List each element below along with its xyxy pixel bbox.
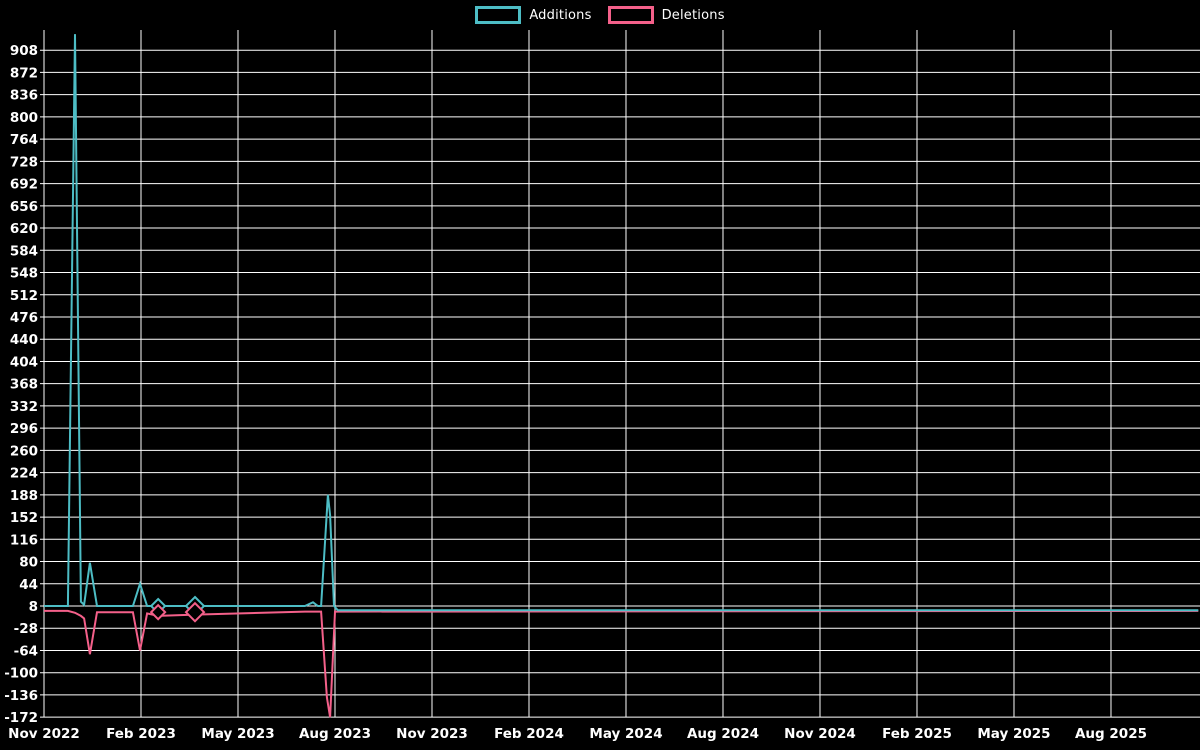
- x-tick-label: Feb 2023: [106, 726, 176, 742]
- y-tick-label: 728: [10, 154, 38, 170]
- y-tick-label: 116: [10, 532, 38, 548]
- y-tick-label: 512: [10, 288, 38, 304]
- y-tick-label: 224: [10, 466, 38, 482]
- additions-line: [44, 34, 1199, 612]
- y-tick-label: 296: [10, 421, 38, 437]
- legend-item-deletions[interactable]: Deletions: [607, 6, 725, 24]
- y-tick-label: 836: [10, 88, 38, 104]
- y-tick-label: 440: [10, 332, 38, 348]
- y-tick-label: -64: [14, 643, 38, 659]
- y-tick-label: 8: [29, 599, 38, 615]
- y-tick-label: 152: [10, 510, 38, 526]
- y-tick-label: 800: [10, 110, 38, 126]
- legend-item-additions[interactable]: Additions: [475, 6, 591, 24]
- x-tick-label: Feb 2024: [494, 726, 564, 742]
- x-tick-label: Aug 2024: [687, 726, 759, 742]
- y-tick-label: 476: [10, 310, 38, 326]
- deletions-point-marker: [149, 603, 167, 621]
- x-tick-label: Aug 2023: [299, 726, 371, 742]
- y-tick-label: 404: [10, 354, 38, 370]
- x-tick-label: Aug 2025: [1075, 726, 1147, 742]
- deletions-line: [44, 609, 1199, 718]
- y-tick-label: 764: [10, 132, 38, 148]
- deletions-swatch-icon: [607, 6, 654, 24]
- y-tick-label: -100: [4, 666, 38, 682]
- y-tick-label: 620: [10, 221, 38, 237]
- deletions-point-marker: [184, 601, 206, 623]
- x-tick-label: Feb 2025: [882, 726, 952, 742]
- y-tick-label: 548: [10, 266, 38, 282]
- y-tick-label: -172: [4, 710, 38, 726]
- y-tick-label: 260: [10, 443, 38, 459]
- y-tick-label: 332: [10, 399, 38, 415]
- chart-legend: Additions Deletions: [0, 6, 1200, 24]
- legend-label-additions: Additions: [529, 7, 592, 23]
- y-tick-label: 44: [19, 577, 38, 593]
- y-tick-label: 872: [10, 65, 38, 81]
- legend-label-deletions: Deletions: [661, 7, 725, 23]
- y-tick-label: -136: [4, 688, 38, 704]
- y-tick-label: 656: [10, 199, 38, 215]
- x-tick-label: May 2025: [977, 726, 1050, 742]
- x-tick-label: May 2024: [589, 726, 662, 742]
- y-tick-label: 188: [10, 488, 38, 504]
- x-tick-label: May 2023: [201, 726, 274, 742]
- additions-swatch-icon: [475, 6, 522, 24]
- y-tick-label: 584: [10, 243, 38, 259]
- x-tick-label: Nov 2022: [8, 726, 80, 742]
- y-tick-label: -28: [14, 621, 38, 637]
- y-tick-label: 692: [10, 177, 38, 193]
- y-tick-label: 368: [10, 377, 38, 393]
- x-tick-label: Nov 2024: [784, 726, 856, 742]
- y-tick-label: 80: [19, 555, 38, 571]
- x-tick-label: Nov 2023: [396, 726, 468, 742]
- y-tick-label: 908: [10, 43, 38, 59]
